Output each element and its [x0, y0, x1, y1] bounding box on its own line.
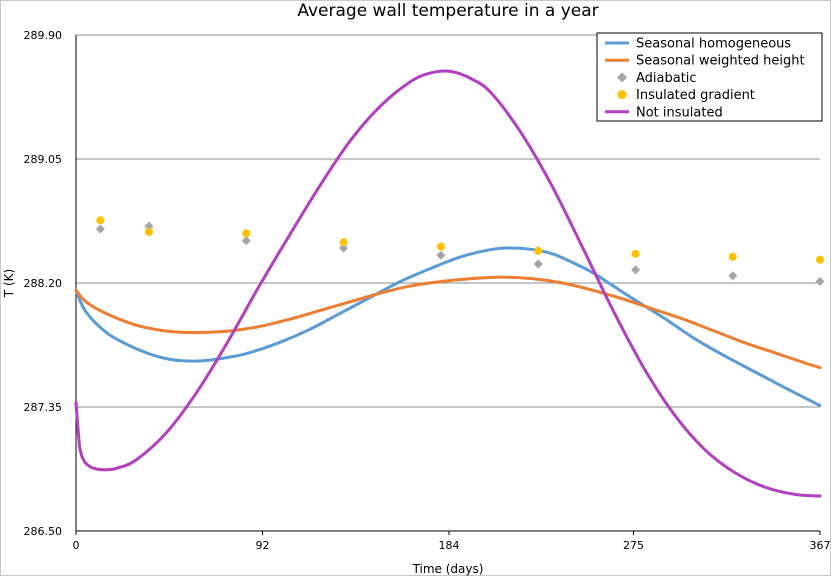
y-tick-label: 289.05 — [24, 153, 63, 166]
legend-label: Not insulated — [636, 105, 723, 120]
data-point-insulated-gradient — [436, 242, 445, 251]
data-point-insulated-gradient — [96, 216, 105, 225]
axes — [75, 35, 820, 532]
y-tick-label: 287.35 — [24, 401, 63, 414]
legend-swatch — [617, 72, 627, 83]
legend-label: Insulated gradient — [636, 88, 755, 103]
series-insulated-gradient — [96, 216, 824, 264]
series-line-not-insulated — [74, 69, 822, 498]
x-tick-label: 92 — [256, 539, 270, 552]
series-not-insulated — [74, 69, 822, 498]
legend-label: Seasonal weighted height — [636, 54, 805, 69]
data-point-insulated-gradient — [242, 229, 251, 238]
data-point-adiabatic — [728, 271, 738, 281]
series-line-seasonal-homogeneous — [74, 246, 822, 408]
series-adiabatic — [95, 221, 825, 287]
y-tick-label: 288.20 — [24, 277, 63, 290]
legend-box — [596, 32, 823, 122]
data-point-adiabatic — [436, 250, 446, 260]
legend-label: Seasonal homogeneous — [636, 37, 791, 52]
data-point-adiabatic — [815, 277, 825, 287]
data-point-insulated-gradient — [631, 249, 640, 258]
legend: Seasonal homogeneous Seasonal weighted he… — [596, 32, 823, 122]
data-point-insulated-gradient — [144, 227, 153, 236]
chart-title: Average wall temperature in a year — [297, 1, 598, 21]
series-seasonal-homogeneous — [74, 246, 822, 408]
legend-item-not-insulated: Not insulated — [605, 105, 723, 120]
legend-swatch — [617, 90, 627, 100]
legend-item-seasonal-weighted-height: Seasonal weighted height — [605, 54, 805, 69]
legend-item-insulated-gradient: Insulated gradient — [617, 88, 755, 103]
x-tick-label: 0 — [73, 539, 80, 552]
data-point-adiabatic — [631, 265, 641, 275]
y-tick-label: 289.90 — [24, 29, 63, 42]
x-axis-label: Time (days) — [412, 562, 484, 576]
legend-label: Adiabatic — [636, 71, 697, 86]
x-tick-label: 184 — [439, 539, 460, 552]
data-point-insulated-gradient — [534, 246, 543, 255]
data-point-insulated-gradient — [728, 252, 737, 261]
data-point-adiabatic — [144, 221, 154, 231]
x-axis-ticks: 0 92 184 275 367 — [73, 531, 831, 552]
series-line-seasonal-weighted-height — [74, 275, 822, 370]
x-tick-label: 275 — [623, 539, 644, 552]
legend-item-seasonal-homogeneous: Seasonal homogeneous — [605, 37, 791, 52]
y-axis-ticks: 286.50 287.35 288.20 289.05 289.90 — [24, 29, 63, 538]
series-seasonal-weighted-height — [74, 275, 822, 370]
legend-item-adiabatic: Adiabatic — [617, 71, 697, 86]
y-axis-label: T (K) — [2, 269, 16, 298]
y-tick-label: 286.50 — [24, 525, 63, 538]
data-point-insulated-gradient — [339, 238, 348, 247]
data-point-adiabatic — [95, 224, 105, 234]
data-point-insulated-gradient — [816, 255, 824, 264]
data-point-adiabatic — [241, 236, 251, 246]
data-point-adiabatic — [533, 259, 543, 269]
x-tick-label: 367 — [810, 539, 831, 552]
series-layer — [74, 69, 825, 498]
data-point-adiabatic — [339, 243, 349, 253]
